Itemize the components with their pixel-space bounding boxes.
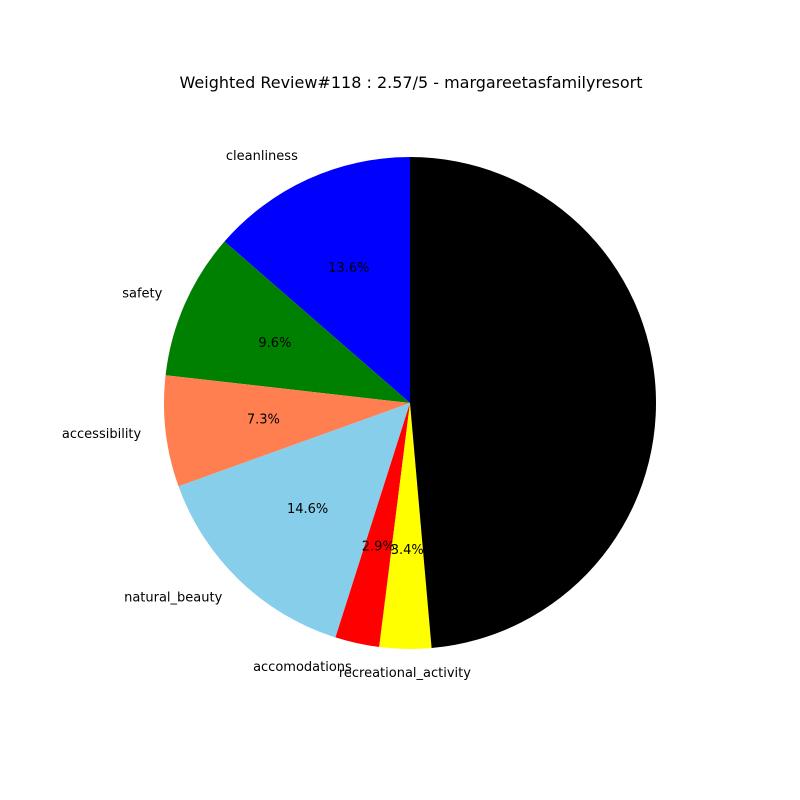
slice-percent-recreational_activity: 3.4%: [391, 543, 424, 558]
slice-percent-safety: 9.6%: [258, 336, 291, 351]
chart-title: Weighted Review#118 : 2.57/5 - margareet…: [180, 73, 643, 92]
slice-label-safety: safety: [122, 286, 162, 301]
pie-slice-cleanliness: [224, 157, 410, 403]
slice-percent-cleanliness: 13.6%: [328, 261, 369, 276]
slice-percent-accomodations: 2.9%: [362, 540, 395, 555]
pie-slice-recreational_activity: [379, 403, 432, 649]
pie-labels: cleanliness 13.6% safety 9.6% accessibility 7…: [62, 149, 471, 681]
pie-slices: [164, 157, 657, 649]
slice-label-recreational_activity: recreational_activity: [339, 666, 471, 681]
pie-slice-unlabeled: [410, 157, 657, 649]
pie-slice-accessibility: [164, 375, 410, 487]
pie-slice-natural_beauty: [178, 403, 410, 638]
pie-slice-accomodations: [335, 403, 410, 648]
slice-label-cleanliness: cleanliness: [226, 149, 298, 164]
pie-slice-safety: [165, 241, 410, 403]
slice-percent-natural_beauty: 14.6%: [287, 502, 328, 517]
slice-percent-accessibility: 7.3%: [247, 413, 280, 428]
slice-label-natural_beauty: natural_beauty: [124, 590, 223, 605]
slice-label-accessibility: accessibility: [62, 427, 142, 442]
slice-label-accomodations: accomodations: [253, 660, 352, 675]
